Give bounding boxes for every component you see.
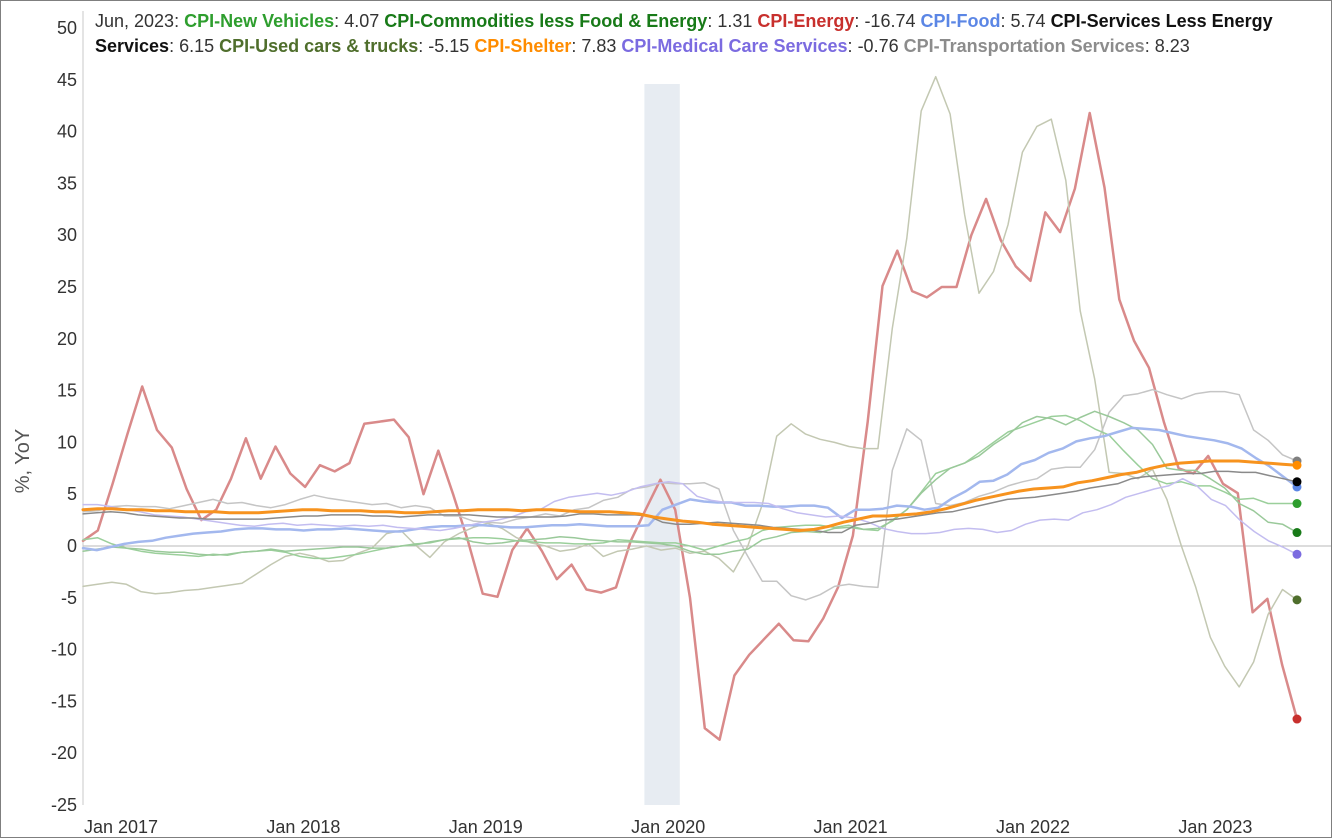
series-line-cpi-shelter [81, 459, 1299, 532]
end-marker-cpi-new-vehicles [1292, 499, 1302, 509]
legend-items: CPI-New Vehicles: 4.07 CPI-Commodities l… [95, 11, 1273, 56]
legend-series-name: CPI-Transportation Services [903, 36, 1145, 56]
x-tick-label: Jan 2017 [84, 817, 158, 837]
series-line-cpi-used-cars-trucks [82, 75, 1298, 688]
legend-item: CPI-New Vehicles: 4.07 [184, 11, 380, 31]
legend-item: CPI-Energy: -16.74 [757, 11, 916, 31]
y-tick-label: 10 [57, 432, 77, 452]
end-marker-cpi-used-cars-trucks [1292, 595, 1302, 605]
x-axis: Jan 2017 Jan 2018 Jan 2019 Jan 2020 Jan 2021… [84, 817, 1252, 837]
series-line-cpi-transportation-services [82, 388, 1298, 601]
legend-series-name: CPI-Energy [757, 11, 855, 31]
y-tick-label: 15 [57, 381, 77, 401]
end-marker-cpi-services-less-energy-services [1292, 477, 1302, 487]
legend-series-value: 6.15 [179, 36, 215, 56]
series-line-cpi-new-vehicles [82, 414, 1298, 560]
legend-item: CPI-Transportation Services: 8.23 [903, 36, 1190, 56]
y-tick-label: 25 [57, 277, 77, 297]
y-tick-label: 40 [57, 122, 77, 142]
y-tick-label: -5 [61, 588, 77, 608]
legend-series-value: 8.23 [1154, 36, 1190, 56]
end-marker-cpi-medical-care-services [1292, 549, 1302, 559]
legend-series-name: CPI-Used cars & trucks [219, 36, 419, 56]
y-axis-label: %, YoY [12, 429, 34, 494]
legend-item: CPI-Services Less Energy Services: 6.15 [95, 11, 1273, 56]
legend-series-name: CPI-Services Less Energy Services [95, 11, 1273, 56]
x-tick-label: Jan 2019 [449, 817, 523, 837]
y-tick-label: -20 [51, 743, 77, 763]
y-tick-label: 5 [67, 484, 77, 504]
legend-series-value: -5.15 [428, 36, 470, 56]
legend-series-name: CPI-Medical Care Services [621, 36, 848, 56]
legend-date: Jun, 2023 [95, 11, 175, 31]
end-marker-cpi-commodities-less-food-energy [1292, 528, 1302, 538]
series-lines [81, 75, 1299, 741]
x-tick-label: Jan 2021 [814, 817, 888, 837]
legend-series-value: -16.74 [864, 11, 916, 31]
y-tick-label: 20 [57, 329, 77, 349]
series-line-cpi-commodities-less-food-energy [82, 410, 1298, 557]
end-marker-cpi-shelter [1292, 460, 1302, 470]
legend-series-value: 1.31 [717, 11, 753, 31]
y-tick-label: 50 [57, 18, 77, 38]
legend-series-value: 5.74 [1010, 11, 1046, 31]
legend-item: CPI-Used cars & trucks: -5.15 [219, 36, 470, 56]
legend-series-value: 7.83 [581, 36, 617, 56]
y-tick-label: -15 [51, 691, 77, 711]
y-tick-label: 0 [67, 536, 77, 556]
x-tick-label: Jan 2023 [1178, 817, 1252, 837]
y-tick-label: 30 [57, 225, 77, 245]
legend-series-name: CPI-Food [920, 11, 1001, 31]
x-tick-label: Jan 2020 [631, 817, 705, 837]
recession-band [644, 84, 680, 805]
legend-item: CPI-Commodities less Food & Energy: 1.31 [384, 11, 753, 31]
recession-shading [644, 84, 680, 805]
gridlines [82, 11, 1331, 805]
series-end-markers [1292, 456, 1302, 724]
series-line-cpi-food [81, 426, 1299, 552]
legend-series-name: CPI-Commodities less Food & Energy [384, 11, 708, 31]
legend-series-name: CPI-New Vehicles [184, 11, 335, 31]
y-tick-label: 35 [57, 173, 77, 193]
series-line-cpi-energy [81, 111, 1299, 741]
x-tick-label: Jan 2022 [996, 817, 1070, 837]
series-line-cpi-medical-care-services [82, 477, 1298, 556]
y-tick-label: 45 [57, 70, 77, 90]
legend-series-value: 4.07 [344, 11, 380, 31]
legend: Jun, 2023: CPI-New Vehicles: 4.07 CPI-Co… [95, 11, 1273, 56]
series-line-cpi-services-less-energy-services [82, 470, 1298, 534]
legend-item: CPI-Shelter: 7.83 [474, 36, 617, 56]
legend-item: CPI-Medical Care Services: -0.76 [621, 36, 899, 56]
legend-item: CPI-Food: 5.74 [920, 11, 1046, 31]
legend-series-value: -0.76 [857, 36, 899, 56]
end-marker-cpi-energy [1292, 714, 1302, 724]
y-tick-label: -10 [51, 640, 77, 660]
x-tick-label: Jan 2018 [266, 817, 340, 837]
y-tick-label: -25 [51, 795, 77, 815]
legend-series-name: CPI-Shelter [474, 36, 572, 56]
